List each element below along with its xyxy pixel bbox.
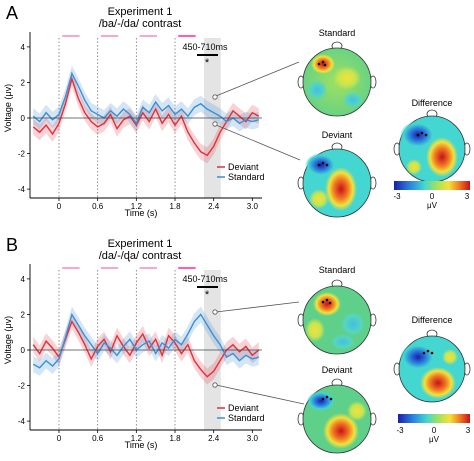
- x-tick-label: 0.6: [92, 434, 104, 443]
- difference-map-label: Difference: [412, 98, 453, 108]
- x-tick-label: 3.0: [247, 434, 259, 443]
- y-axis-label: Voltage (μv): [3, 316, 13, 364]
- legend-label-deviant: Deviant: [228, 403, 259, 413]
- deviant-topomap: [297, 142, 377, 218]
- chart-title-line1: Experiment 1: [108, 238, 173, 250]
- standard-error-band: [33, 65, 259, 132]
- standard-map-label: Standard: [319, 265, 356, 275]
- difference-topomap: [393, 109, 471, 183]
- standard-topomap: [297, 279, 377, 355]
- colorbar-tick-max: 3: [466, 426, 471, 435]
- deviant-map-label: Deviant: [322, 130, 353, 140]
- y-tick-label: 4: [21, 43, 26, 52]
- deviant-error-band: [33, 313, 259, 385]
- legend: Deviant Standard: [217, 162, 265, 182]
- y-tick-label: -2: [18, 150, 26, 159]
- pointer-line: [215, 61, 300, 97]
- x-tick-label: 1.8: [169, 434, 181, 443]
- y-tick-label: -4: [18, 417, 26, 426]
- panel-b: B Experiment 1 /da/-/ɖa/ contrast 4 2 0 -2 -…: [3, 235, 471, 454]
- panel-a: A Experiment 1 /ba/-/da/ contrast 4 2 0 -2 -…: [3, 3, 471, 218]
- deviant-topomap: [297, 378, 377, 454]
- colorbar-tick-max: 3: [465, 192, 470, 201]
- y-tick-label: -2: [18, 382, 26, 391]
- time-window-label: 450-710ms: [182, 274, 228, 284]
- colorbar-tick-min: -3: [393, 192, 401, 201]
- y-axis-label: Voltage (μv): [3, 84, 13, 132]
- x-tick-label: 1.8: [169, 202, 181, 211]
- standard-topomap: [297, 41, 377, 117]
- colorbar: -3 0 3 μV: [393, 181, 470, 210]
- chart-title-line1: Experiment 1: [108, 6, 173, 18]
- colorbar-tick-min: -3: [396, 426, 404, 435]
- x-tick-label: 1.2: [131, 434, 143, 443]
- pointer-line: [215, 124, 301, 161]
- colorbar-unit: μV: [429, 435, 440, 444]
- legend-label-standard: Standard: [228, 413, 265, 423]
- panel-letter: A: [6, 3, 18, 23]
- y-tick-label: 0: [21, 346, 26, 355]
- x-tick-label: 0: [57, 202, 62, 211]
- x-tick-label: 2.4: [208, 434, 220, 443]
- x-tick-label: 0.6: [92, 202, 104, 211]
- panel-letter: B: [6, 235, 18, 255]
- deviant-series-line: [32, 319, 260, 378]
- pointer-line: [215, 384, 305, 405]
- significance-star: *: [205, 57, 210, 69]
- y-tick-label: 0: [21, 114, 26, 123]
- x-axis-label: Time (s): [125, 440, 158, 450]
- chart-title-line2: /da/-/ɖa/ contrast: [99, 250, 182, 262]
- x-tick-label: 0: [57, 434, 62, 443]
- colorbar-unit: μV: [427, 201, 438, 210]
- x-axis-label: Time (s): [125, 208, 158, 218]
- chart-title-line2: /ba/-/da/ contrast: [99, 18, 182, 30]
- legend: Deviant Standard: [217, 403, 265, 423]
- difference-map-label: Difference: [412, 315, 453, 325]
- deviant-series-line: [32, 76, 260, 157]
- standard-series-line: [32, 71, 259, 125]
- pointer-line: [215, 301, 300, 313]
- standard-series-line: [32, 312, 259, 369]
- deviant-map-label: Deviant: [322, 365, 353, 375]
- significance-star: *: [205, 289, 210, 301]
- colorbar-tick-mid: 0: [432, 426, 437, 435]
- colorbar-tick-mid: 0: [430, 192, 435, 201]
- legend-label-standard: Standard: [228, 172, 265, 182]
- standard-map-label: Standard: [319, 28, 356, 38]
- y-tick-label: 4: [21, 275, 26, 284]
- x-tick-label: 3.0: [247, 202, 259, 211]
- difference-topomap: [393, 329, 471, 403]
- x-tick-label: 2.4: [208, 202, 220, 211]
- y-tick-label: 2: [21, 310, 26, 319]
- colorbar: -3 0 3 μV: [396, 414, 471, 444]
- legend-label-deviant: Deviant: [228, 162, 259, 172]
- x-tick-label: 1.2: [131, 202, 143, 211]
- y-tick-label: -4: [18, 185, 26, 194]
- y-tick-label: 2: [21, 78, 26, 87]
- time-window-label: 450-710ms: [182, 42, 228, 52]
